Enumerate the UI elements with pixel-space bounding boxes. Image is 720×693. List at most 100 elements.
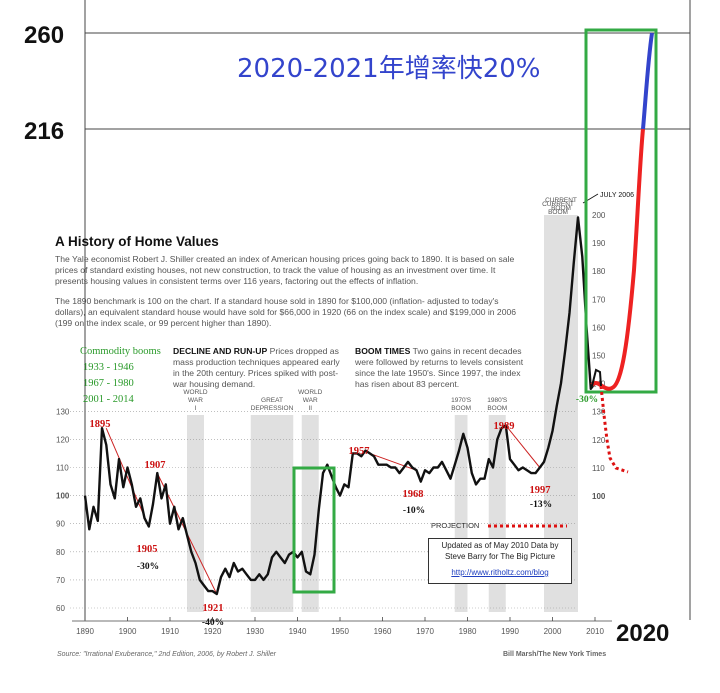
decline-paragraph: DECLINE AND RUN-UP Prices dropped as mas…: [173, 346, 343, 390]
note-line-1: Updated as of May 2010 Data by: [441, 541, 559, 550]
boom-text: Two gains in recent decades were followe…: [355, 346, 524, 389]
shaded-period-label: CURRENT: [545, 197, 577, 204]
shaded-period-label: WAR: [188, 397, 203, 404]
x-tick-label: 1990: [501, 627, 519, 636]
annotation-change: -10%: [403, 506, 425, 516]
annotation-change: -30%: [137, 562, 159, 572]
annotation-year: 1895: [90, 419, 111, 430]
annotation-year: 1957: [349, 446, 370, 457]
y-tick-label-right: 130: [592, 408, 606, 417]
shaded-period-label: WORLD: [183, 389, 208, 396]
commodity-period-3: 2001 - 2014: [83, 394, 134, 405]
current-highlight-box: [584, 28, 658, 394]
source-note: Source: "Irrational Exuberance," 2nd Edi…: [57, 651, 276, 658]
y-tick-label: 120: [56, 435, 70, 444]
shaded-period-label: BOOM: [451, 405, 471, 412]
annotation-change: -30%: [576, 395, 598, 405]
chart-labels: WORLDWARIGREATDEPRESSIONWORLDWARII1970'S…: [90, 192, 635, 628]
shaded-period-label: I: [195, 405, 197, 412]
y-tick-label: 130: [56, 407, 70, 416]
x-tick-label: 1970: [416, 627, 434, 636]
shaded-period-label: WAR: [303, 397, 318, 404]
current-boom-label-2: BOOM: [548, 209, 568, 216]
x-tick-label: 1900: [119, 627, 137, 636]
shaded-period-label: 1980'S: [487, 397, 508, 404]
ww2-highlight-box: [292, 466, 336, 594]
annotation-year: 1989: [494, 421, 515, 432]
commodity-period-1: 1933 - 1946: [83, 362, 134, 373]
boom-paragraph: BOOM TIMES Two gains in recent decades w…: [355, 346, 533, 390]
intro-paragraph: The Yale economist Robert J. Shiller cre…: [55, 254, 515, 286]
commodity-title: Commodity booms: [80, 346, 161, 357]
x-tick-label: 1950: [331, 627, 349, 636]
decline-text: Prices dropped as mass production techni…: [173, 346, 340, 389]
y-tick-label-right: 100: [592, 492, 606, 501]
shaded-period-label: II: [308, 405, 312, 412]
y-tick-label: 90: [56, 520, 65, 529]
growth-curve-red: [590, 128, 645, 391]
y-tick-label-right: 120: [592, 436, 606, 445]
y-label-260: 260: [24, 22, 65, 49]
shaded-period-label: 1970'S: [451, 397, 472, 404]
credit-note: Bill Marsh/The New York Times: [503, 651, 607, 658]
chart-gridlines: [70, 410, 575, 609]
current-boom-label: CURRENT: [542, 201, 574, 208]
chart-title: A History of Home Values: [55, 234, 219, 249]
y-tick-label: 100: [56, 492, 70, 501]
x-tick-label: 1960: [374, 627, 392, 636]
trend-line: [505, 425, 541, 468]
shaded-period-label: DEPRESSION: [251, 405, 294, 412]
shaded-period-0: [187, 415, 204, 612]
shaded-period-2: [301, 415, 319, 612]
y-tick-label: 80: [56, 548, 65, 557]
boom-heading: BOOM TIMES: [355, 346, 411, 356]
commodity-period-2: 1967 - 1980: [83, 378, 134, 389]
y-tick-label-right: 150: [592, 352, 606, 361]
highlight-boxes: [292, 28, 658, 594]
projection-extension: [590, 32, 654, 474]
projection-dotted-line: [599, 385, 629, 474]
projection-label: PROJECTION: [431, 521, 479, 530]
y-tick-label-right: 110: [592, 464, 605, 473]
x-axis: 1890 1900 1910 1920 1930 1940 1950 1960 1970 1980…: [72, 617, 612, 636]
shaded-period-label: BOOM: [487, 405, 507, 412]
shaded-period-label: BOOM: [551, 205, 571, 212]
x-tick-label: 1940: [289, 627, 307, 636]
x-tick-label: 2000: [544, 627, 562, 636]
y-tick-label: 110: [56, 464, 69, 473]
y-tick-label: 70: [56, 576, 65, 585]
annotation-change: -13%: [530, 500, 552, 510]
y-tick-label-right: 200: [592, 211, 606, 220]
series-group: [83, 216, 596, 596]
july-2006-label: JULY 2006: [600, 192, 634, 199]
x-tick-label: 2010: [586, 627, 604, 636]
shaded-period-label: GREAT: [261, 397, 283, 404]
annotation-change: -40%: [202, 618, 224, 628]
annotation-year: 1905: [137, 544, 158, 555]
series-tail-2010: [591, 368, 602, 387]
annotation-year: 1997: [530, 485, 551, 496]
y-label-216: 216: [24, 118, 65, 145]
note-link[interactable]: http://www.ritholtz.com/blog: [451, 568, 549, 577]
trend-line: [369, 452, 417, 471]
x-label-2020: 2020: [616, 620, 670, 647]
y-tick-label-right: 170: [592, 295, 606, 304]
x-tick-label: 1910: [161, 627, 179, 636]
shaded-period-1: [250, 415, 294, 612]
update-note: Updated as of May 2010 Data by Steve Bar…: [428, 538, 572, 584]
x-tick-label: 1930: [246, 627, 264, 636]
y-tick-label: 60: [56, 604, 65, 613]
growth-curve-blue: [641, 32, 654, 130]
overlay-gridlines: [84, 0, 691, 620]
x-tick-label: 1890: [76, 627, 94, 636]
y-tick-label-right: 180: [592, 267, 606, 276]
series-line-home-value-index: [83, 216, 596, 596]
note-line-2: Steve Barry for The Big Picture: [444, 551, 556, 561]
annotation-year: 1921: [203, 603, 224, 614]
y-tick-label-right: 190: [592, 239, 606, 248]
benchmark-paragraph: The 1890 benchmark is 100 on the chart. …: [55, 296, 517, 328]
decline-heading: DECLINE AND RUN-UP: [173, 346, 268, 356]
shaded-period-label: WORLD: [298, 389, 323, 396]
headline-annotation: 2020-2021年增率快20%: [237, 54, 541, 84]
